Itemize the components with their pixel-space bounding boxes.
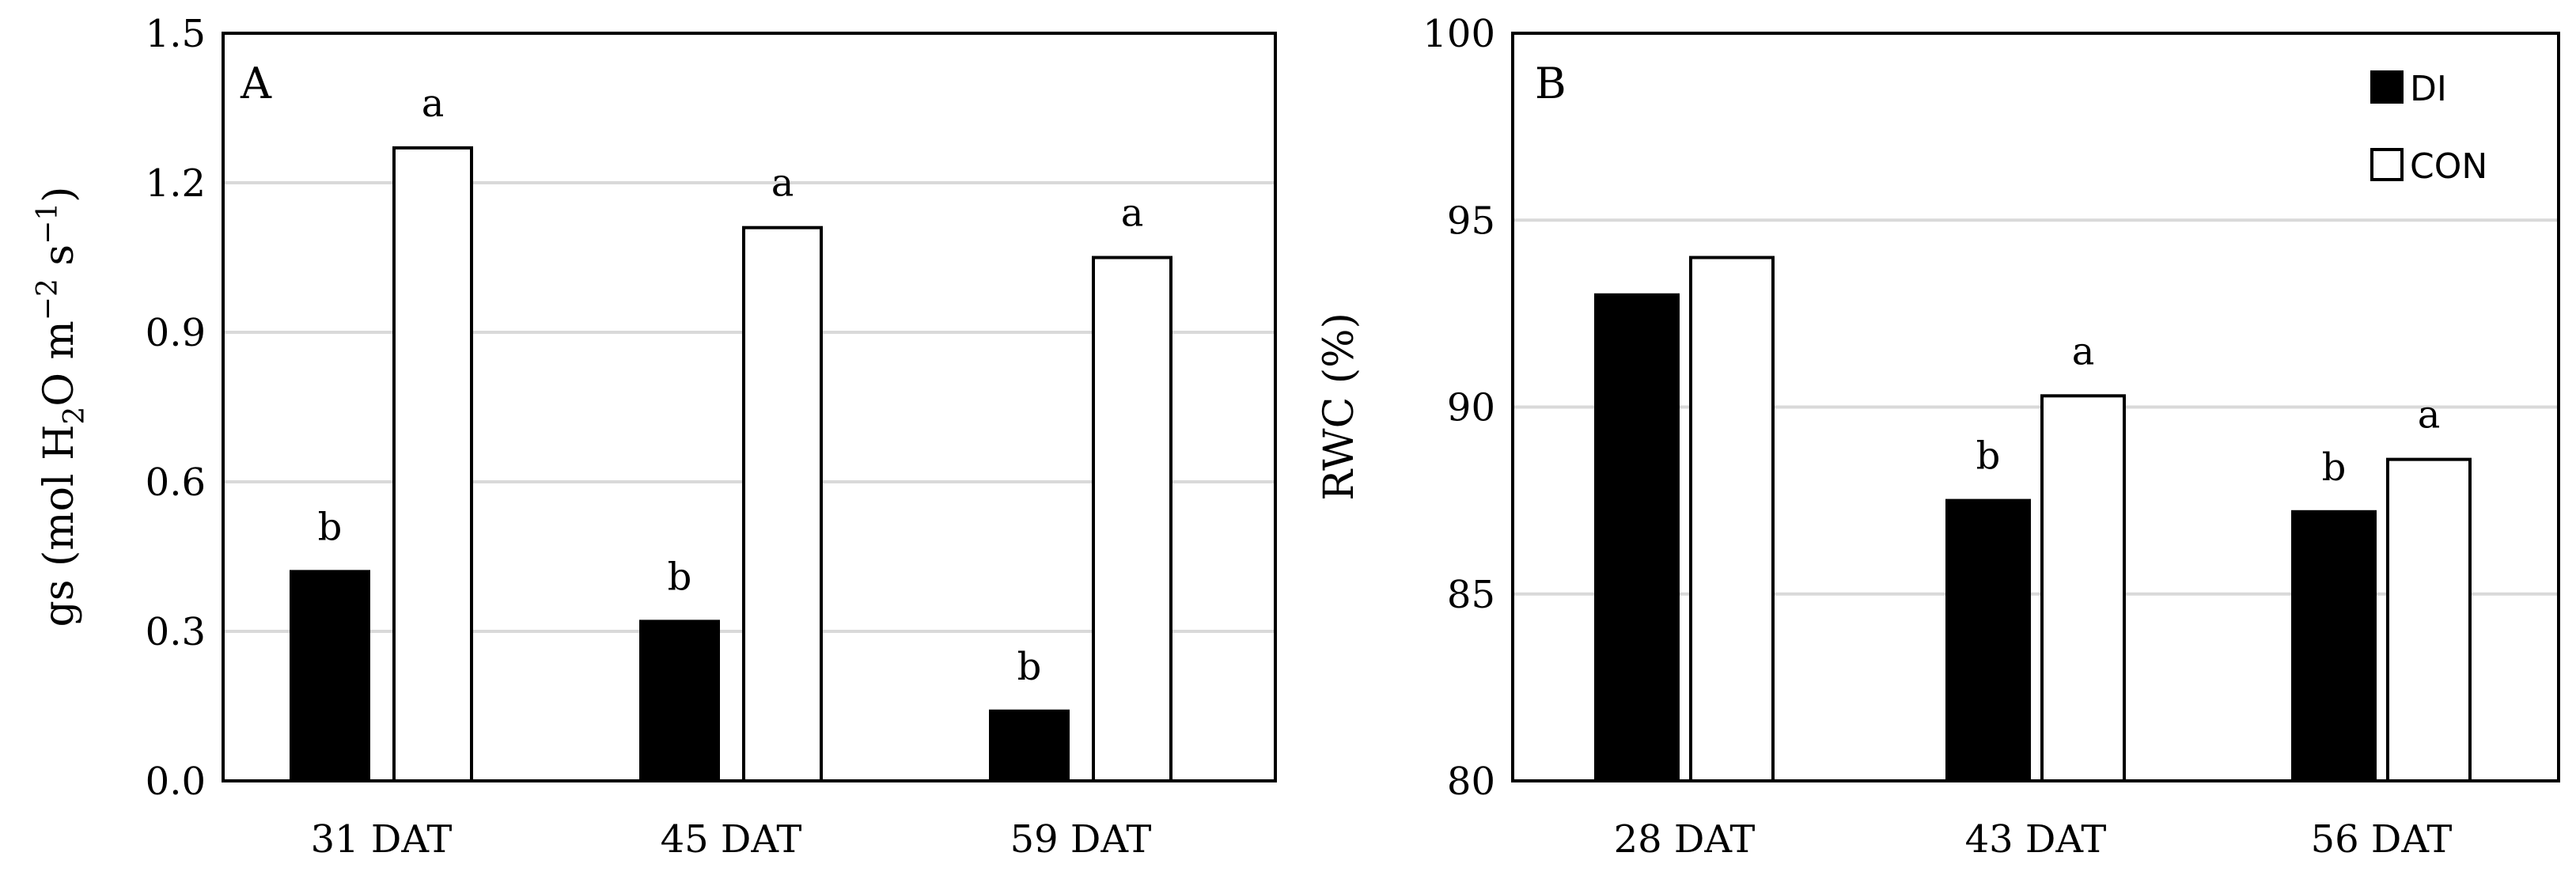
y-tick-label: 90 xyxy=(1447,386,1495,430)
significance-letter: a xyxy=(1121,191,1144,236)
x-category-label: 45 DAT xyxy=(661,817,802,862)
y-tick-label: 95 xyxy=(1447,199,1495,243)
significance-letter: b xyxy=(2322,445,2347,490)
bar-con-3 xyxy=(2386,457,2472,783)
x-categories-a: 31 DAT 45 DAT 59 DAT xyxy=(311,817,1152,862)
significance-letters-a: b a b a b a xyxy=(318,81,1144,689)
x-category-label: 43 DAT xyxy=(1965,817,2107,862)
bar-con-3 xyxy=(1092,256,1172,782)
legend-label-di: DI xyxy=(2410,69,2447,109)
bar-di-3 xyxy=(2291,510,2377,782)
plot-frame-b xyxy=(1511,32,2560,782)
y-tick-label: 0.0 xyxy=(146,760,206,804)
legend: DI CON xyxy=(2370,69,2487,187)
bar-con-2 xyxy=(742,225,823,782)
plot-frame-a xyxy=(222,32,1277,782)
bar-di-1 xyxy=(1594,293,1680,782)
x-category-label: 59 DAT xyxy=(1010,817,1152,862)
significance-letter: b xyxy=(1976,434,2001,479)
y-axis-title-a: gs (mol H2O m−2 s−1) xyxy=(32,187,91,627)
bar-di-1 xyxy=(290,570,370,783)
bar-con-1 xyxy=(392,146,473,782)
significance-letter: a xyxy=(2418,393,2441,438)
significance-letter: a xyxy=(422,81,445,126)
bar-con-1 xyxy=(1689,256,1775,782)
bar-di-2 xyxy=(1945,498,2031,782)
significance-letter: a xyxy=(771,161,794,206)
panel-label-b: B xyxy=(1535,59,1566,108)
y-tick-label: 85 xyxy=(1447,573,1495,617)
y-axis-title-b: RWC (%) xyxy=(1316,313,1363,501)
y-tick-label: 100 xyxy=(1422,12,1495,56)
significance-letter: b xyxy=(318,505,343,549)
y-tick-label: 80 xyxy=(1447,760,1495,804)
y-tick-label: 0.9 xyxy=(146,311,206,355)
gridlines-b xyxy=(1513,218,2559,596)
bar-con-2 xyxy=(2040,394,2126,782)
legend-swatch-di xyxy=(2370,70,2404,104)
y-tick-label: 0.3 xyxy=(146,610,206,654)
significance-letters-b: b a b a xyxy=(1976,329,2441,489)
bar-di-3 xyxy=(989,709,1070,782)
x-categories-b: 28 DAT 43 DAT 56 DAT xyxy=(1614,817,2453,862)
panel-b: b a b a 80 85 90 95 100 28 DAT 43 DAT 56 DAT B RW… xyxy=(1316,12,2560,862)
y-tick-label: 1.5 xyxy=(146,12,206,56)
significance-letter: b xyxy=(668,555,692,599)
y-tick-label: 0.6 xyxy=(146,460,206,505)
x-category-label: 31 DAT xyxy=(311,817,453,862)
significance-letter: a xyxy=(2072,329,2095,373)
bar-di-2 xyxy=(639,619,720,783)
bars-b xyxy=(1594,256,2472,783)
x-category-label: 56 DAT xyxy=(2311,817,2453,862)
x-category-label: 28 DAT xyxy=(1614,817,1756,862)
y-ticks-a: 0.0 0.3 0.6 0.9 1.2 1.5 xyxy=(146,12,206,804)
y-ticks-b: 80 85 90 95 100 xyxy=(1422,12,1495,804)
y-tick-label: 1.2 xyxy=(146,161,206,206)
panel-label-a: A xyxy=(240,59,272,108)
legend-label-con: CON xyxy=(2410,146,2487,187)
legend-swatch-con xyxy=(2370,148,2404,181)
panel-a: b a b a b a 0.0 0.3 0.6 0.9 1.2 1.5 31 DAT 45 DAT 59… xyxy=(32,12,1277,862)
significance-letter: b xyxy=(1017,645,1042,689)
